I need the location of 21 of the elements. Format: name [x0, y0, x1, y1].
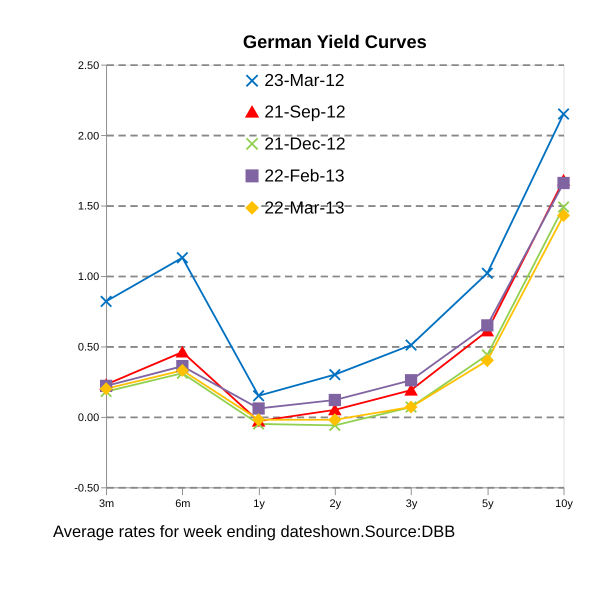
y-tick-label: 1.50 [78, 200, 100, 213]
text: Average rates for week ending dateshown.Source:DBB [53, 522, 456, 541]
y-tick-label: 2.50 [78, 60, 100, 72]
y-tick-label: 0.50 [78, 342, 100, 354]
x-tick-label: 2y [330, 498, 342, 510]
chart-title: German Yield Curves [242, 31, 427, 52]
x-tick-label: 1y [253, 498, 266, 510]
legend-label: 22-Mar-13 [264, 197, 345, 218]
x-tick-label: 3y [406, 498, 418, 510]
legend-label: 21-Dec-12 [264, 133, 346, 154]
x-tick-label: 6m [175, 498, 190, 510]
y-tick-label: 0.00 [78, 412, 100, 424]
legend-label: 22-Feb-13 [264, 165, 345, 186]
y-tick-label: 2.00 [78, 130, 100, 142]
x-tick-label: 10y [555, 498, 574, 510]
legend-label: 23-Mar-12 [264, 70, 345, 90]
x-tick-label: 5y [482, 498, 494, 510]
y-tick-label: -0.50 [74, 482, 100, 494]
legend-label: 21-Sep-12 [264, 101, 346, 122]
x-tick-label: 3m [98, 498, 114, 510]
y-tick-label: 1.00 [78, 271, 100, 284]
